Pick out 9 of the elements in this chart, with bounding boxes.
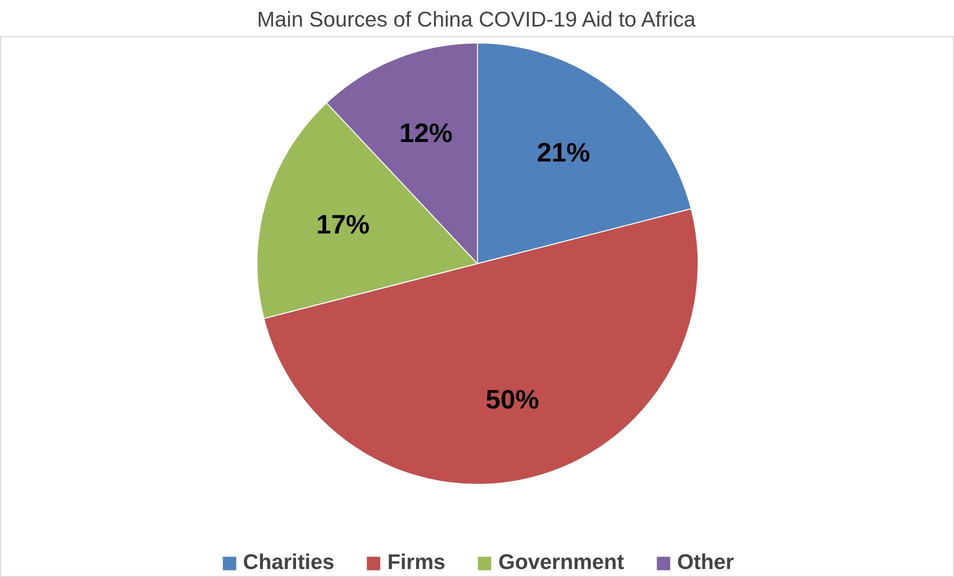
legend-label: Other xyxy=(677,550,734,575)
chart-title: Main Sources of China COVID-19 Aid to Africa xyxy=(257,8,696,32)
data-label: 17% xyxy=(316,209,370,240)
legend-label: Firms xyxy=(387,550,446,575)
data-label: 12% xyxy=(399,118,453,148)
legend-label: Charities xyxy=(243,550,334,575)
data-label: 50% xyxy=(486,384,540,415)
legend-label: Government xyxy=(498,550,624,575)
data-label: 21% xyxy=(536,138,590,168)
